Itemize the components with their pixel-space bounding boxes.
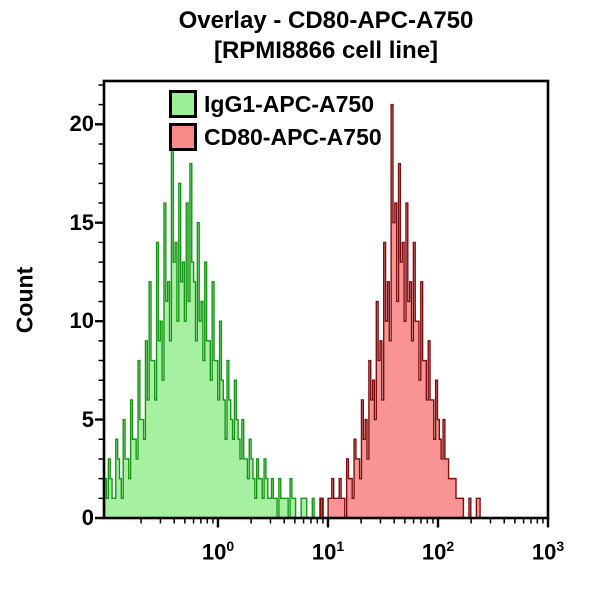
x-tick-label-1e1: 101 xyxy=(311,538,345,565)
plot-frame xyxy=(102,79,550,520)
axis-major-ticks xyxy=(95,123,550,528)
chart-title-line-1: Overlay - CD80-APC-A750 xyxy=(178,7,474,34)
x-tick-label-1e2: 102 xyxy=(421,538,455,565)
legend-item-cd80: CD80-APC-A750 xyxy=(169,123,382,151)
chart-title: Overlay - CD80-APC-A750 [RPMI8866 cell l… xyxy=(104,6,548,66)
x-tick-label-1e3: 103 xyxy=(531,538,565,565)
legend-item-igg1: IgG1-APC-A750 xyxy=(169,90,382,118)
chart-title-line-2: [RPMI8866 cell line] xyxy=(213,37,439,64)
legend-swatch-red xyxy=(169,123,197,151)
legend-label-igg1: IgG1-APC-A750 xyxy=(204,91,374,117)
axis-minor-ticks xyxy=(98,84,544,524)
y-tick-label-20: 20 xyxy=(69,111,94,136)
y-tick-label-15: 15 xyxy=(69,210,94,235)
histogram-series-green xyxy=(103,129,328,519)
histogram-series-red xyxy=(316,103,484,519)
y-tick-label-5: 5 xyxy=(81,407,94,432)
legend-swatch-green xyxy=(169,90,197,118)
y-tick-label-10: 10 xyxy=(69,308,94,333)
y-tick-label-0: 0 xyxy=(81,505,94,530)
x-tick-label-1e0: 100 xyxy=(201,538,235,565)
legend: IgG1-APC-A750 CD80-APC-A750 xyxy=(169,90,382,156)
legend-label-cd80: CD80-APC-A750 xyxy=(204,124,382,150)
